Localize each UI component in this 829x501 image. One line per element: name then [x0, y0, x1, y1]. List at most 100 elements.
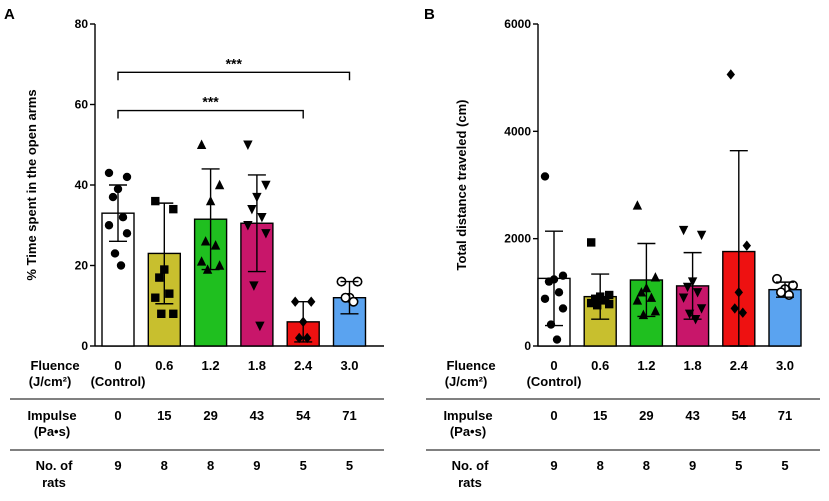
panel-a-rats-values: 9 8 8 9 5 5 [114, 458, 353, 473]
panel-b-data-point [546, 320, 556, 329]
panel-b-data-point [678, 225, 689, 236]
panel-b-data-point [730, 303, 739, 314]
panel-a-impulse-value: 29 [203, 408, 217, 423]
panel-a-data-point [249, 281, 259, 291]
panel-b-data-point [775, 287, 786, 298]
panel-a-rats-value: 9 [253, 458, 260, 473]
panel-a-rats-value: 5 [346, 458, 353, 473]
panel-a-fluence-value: 0 [114, 358, 121, 373]
panel-a-significance-label: *** [226, 55, 243, 71]
panel-b-impulse-value: 54 [732, 408, 747, 423]
panel-b-data-point [726, 69, 735, 80]
panel-b-fluence-label: Fluence [446, 358, 495, 373]
panel-b-data-point [696, 230, 707, 241]
panel-a-impulse-label: Impulse [27, 408, 76, 423]
panel-b-data-point [605, 299, 614, 309]
panel-b-plot-area: 0 2000 4000 6000 [504, 17, 802, 353]
panel-b-fluence-unit: (J/cm²) [445, 374, 488, 389]
panel-b-data-point [742, 240, 751, 251]
panel-b-rats-values: 9 8 8 9 5 5 [550, 458, 788, 473]
panel-b-data-point [783, 290, 794, 301]
panel-b-data-point [787, 280, 798, 291]
panel-a-fluence-value: 1.2 [202, 358, 220, 373]
panel-b-fluence-values: 0 0.6 1.2 1.8 2.4 3.0 [550, 358, 794, 373]
panel-a-data-point [104, 221, 114, 230]
panel-b-control-label: (Control) [527, 374, 582, 389]
panel-a-data-point [157, 309, 166, 318]
panel-b-data-point [636, 287, 647, 297]
panel-b-impulse-value: 71 [778, 408, 792, 423]
panel-b-data-point [554, 288, 564, 297]
panel-b-fluence-value: 3.0 [776, 358, 794, 373]
panel-a: A % Time spent in the open arms 0 20 40 60 8… [4, 6, 384, 490]
panel-b-rats-value: 8 [597, 458, 604, 473]
panel-b-label: B [424, 6, 435, 23]
panel-a-plot-area: 0 20 40 60 80 *** *** [75, 17, 384, 353]
panel-a-control-label: (Control) [91, 374, 146, 389]
panel-a-impulse-value: 15 [157, 408, 171, 423]
panel-a-data-point [169, 204, 178, 214]
panel-a-data-point [116, 261, 126, 270]
panel-a-data-point [104, 168, 114, 178]
panel-a-data-point [340, 292, 351, 303]
panel-a-y-axis-label: % Time spent in the open arms [24, 89, 39, 280]
panel-b-data-point [650, 305, 661, 316]
panel-a-impulse-value: 71 [342, 408, 356, 423]
panel-a-impulse-unit: (Pa•s) [34, 424, 70, 439]
panel-a-y-tick-label: 40 [75, 178, 89, 192]
panel-a-impulse-value: 0 [114, 408, 121, 423]
panel-a-rats-unit: rats [42, 475, 66, 490]
panel-a-data-point [151, 293, 160, 302]
panel-b-data-point [540, 172, 550, 181]
panel-a-data-point [122, 229, 132, 238]
panel-a-significance-bracket [117, 71, 351, 81]
panel-a-fluence-value: 3.0 [340, 358, 358, 373]
panel-b-y-tick-label: 4000 [504, 124, 531, 138]
panel-a-y-tick-label: 20 [75, 259, 89, 273]
panel-b-y-tick-label: 6000 [504, 17, 531, 31]
panel-a-data-point [196, 256, 207, 266]
panel-b-fluence-value: 0 [550, 358, 557, 373]
panel-a-data-point [108, 192, 118, 202]
panel-a-data-point [155, 273, 164, 282]
panel-b-impulse-value: 15 [593, 408, 607, 423]
panel-a-impulse-value: 43 [250, 408, 264, 423]
panel-b-data-point [771, 273, 782, 284]
panel-a-y-tick-label: 0 [81, 339, 88, 353]
panel-b: B Total distance traveled (cm) 0 2000 4000… [424, 6, 820, 490]
panel-a-rats-value: 9 [114, 458, 121, 473]
panel-a-data-point [169, 309, 178, 318]
panel-b-impulse-unit: (Pa•s) [450, 424, 486, 439]
panel-a-data-point [165, 289, 174, 298]
panel-b-fluence-value: 0.6 [591, 358, 609, 373]
panel-a-data-point [151, 196, 160, 206]
panel-b-data-point [650, 272, 661, 282]
panel-b-rats-value: 9 [550, 458, 557, 473]
panel-b-bar [768, 288, 802, 347]
panel-a-data-point [247, 204, 257, 215]
panel-a-data-point [255, 321, 265, 332]
panel-b-rats-value: 5 [735, 458, 742, 473]
panel-b-data-point [696, 304, 707, 314]
panel-b-data-point [738, 307, 747, 318]
panel-a-fluence-value: 1.8 [248, 358, 266, 373]
panel-b-data-point [591, 294, 600, 303]
panel-a-rats-value: 5 [300, 458, 307, 473]
panel-b-data-point [558, 304, 568, 313]
panel-b-data-point [558, 271, 568, 280]
panel-b-y-tick-label: 2000 [504, 232, 531, 246]
panel-b-data-point [605, 290, 614, 300]
panel-a-data-point [122, 172, 132, 182]
panel-a-data-point [243, 221, 253, 231]
panel-a-data-point [110, 249, 120, 258]
panel-b-y-axis-label: Total distance traveled (cm) [454, 100, 469, 271]
panel-b-fluence-value: 1.2 [637, 358, 655, 373]
panel-a-data-point [261, 229, 271, 239]
panel-b-impulse-value: 43 [685, 408, 699, 423]
panel-b-y-tick-label: 0 [524, 339, 531, 353]
panel-b-fluence-value: 1.8 [684, 358, 702, 373]
panel-a-data-point [118, 213, 128, 222]
panel-a-y-tick-label: 60 [75, 98, 89, 112]
panel-b-rats-value: 8 [643, 458, 650, 473]
